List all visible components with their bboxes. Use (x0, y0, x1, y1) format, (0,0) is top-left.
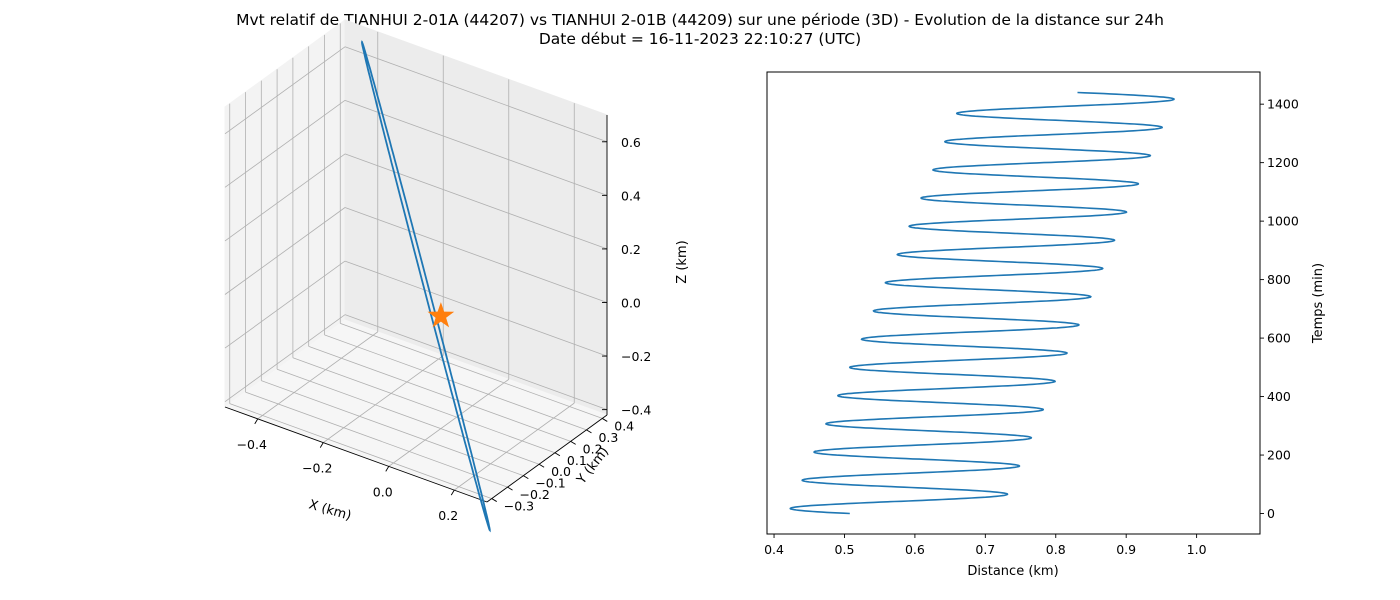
x-axis-label: Distance (km) (967, 564, 1058, 579)
grid-line-y (261, 380, 524, 477)
y-tick-label-3d: −0.1 (535, 476, 565, 491)
y-tick-label: 800 (1267, 272, 1291, 287)
grid-line-y (340, 323, 603, 419)
y-tick-mark-3d (602, 418, 608, 422)
axes-3d-ticks: −0.4−0.20.00.2−0.3−0.2−0.10.00.10.20.30.… (224, 115, 651, 523)
y-tick-mark-3d (586, 429, 592, 434)
grid-line-z (344, 314, 608, 411)
grid-line-z (224, 207, 346, 295)
figure-subtitle: Date début = 16-11-2023 22:10:27 (UTC) (539, 30, 861, 48)
grid-line-y (292, 357, 556, 454)
x-tick-label: 0.7 (975, 542, 995, 557)
x-tick-label: 0.4 (764, 542, 784, 557)
grid-line-z (224, 260, 346, 349)
y-tick-mark-3d (491, 498, 497, 502)
y-tick-label-3d: 0.3 (598, 430, 618, 445)
axes-3d-gridlines (224, 23, 608, 499)
y-tick-label: 1000 (1267, 214, 1299, 229)
x-tick-label: 0.9 (1116, 542, 1136, 557)
grid-line-y (324, 334, 587, 431)
x-tick-label-3d: 0.0 (373, 484, 393, 499)
grid-line-z (344, 46, 608, 143)
y-tick-label: 0 (1267, 506, 1275, 521)
y-tick-mark-3d (523, 475, 529, 480)
z-tick-label-3d: −0.2 (621, 349, 651, 364)
x-tick-label: 1.0 (1187, 542, 1207, 557)
figure-title: Mvt relatif de TIANHUI 2-01A (44207) vs … (236, 11, 1164, 29)
axes-3d-panes (223, 19, 609, 503)
x-tick-label-3d: −0.2 (302, 461, 332, 476)
z-tick-label-3d: 0.4 (621, 188, 641, 203)
y-axis-line-3d (486, 414, 608, 503)
grid-line-z (344, 207, 608, 303)
grid-line-z (344, 153, 608, 250)
origin-star-marker (427, 302, 455, 328)
x-tick-label: 0.6 (905, 542, 925, 557)
x-tick-mark-3d (385, 466, 390, 472)
grid-line-z (344, 260, 608, 357)
x-tick-label: 0.5 (835, 542, 855, 557)
x-tick-label-3d: 0.2 (438, 508, 458, 523)
z-tick-label-3d: 0.2 (621, 242, 641, 257)
grid-line-z (224, 46, 346, 135)
z-tick-label-3d: 0.6 (621, 135, 641, 150)
y-tick-mark-3d (507, 486, 513, 491)
grid-line-y (245, 391, 508, 488)
y-ticks-right: 0 200 400 600 800 1000 1200 1400 (1260, 97, 1299, 521)
x-axis-label-3d: X (km) (307, 497, 353, 523)
plot-frame (766, 71, 1261, 535)
x-tick-mark-3d (450, 489, 455, 496)
y-tick-label: 1400 (1267, 97, 1299, 112)
z-axis-label-3d: Z (km) (675, 240, 690, 283)
series-line-distance (789, 91, 1175, 515)
grid-line-z (344, 99, 608, 196)
y-tick-label-3d: 0.4 (614, 418, 634, 433)
y-tick-label-3d: 0.1 (567, 453, 587, 468)
axes-2d: 0.4 0.5 0.6 0.7 0.8 0.9 1.0 0 200 400 600 800 1000 1… (764, 71, 1326, 579)
z-tick-label-3d: −0.4 (621, 403, 651, 418)
y-tick-mark-3d (538, 463, 545, 468)
series-line-3d (360, 40, 491, 533)
y-tick-label: 1200 (1267, 155, 1299, 170)
x-tick-mark-3d (319, 442, 324, 448)
y-tick-label-3d: −0.3 (504, 499, 534, 514)
grid-line-y (276, 368, 540, 465)
grid-line-y (308, 345, 571, 442)
y-tick-mark-3d (570, 440, 576, 445)
x-tick-mark-3d (254, 418, 259, 425)
z-tick-label-3d: 0.0 (621, 296, 641, 311)
grid-line-x (257, 331, 378, 420)
y-tick-label: 600 (1267, 331, 1291, 346)
grid-line-x (323, 355, 444, 443)
x-tick-label-3d: −0.4 (237, 437, 267, 452)
x-tick-label: 0.8 (1046, 542, 1066, 557)
axes-3d: −0.4−0.20.00.2−0.3−0.2−0.10.00.10.20.30.… (223, 19, 690, 533)
y-tick-label: 200 (1267, 448, 1291, 463)
y-tick-mark-3d (554, 452, 561, 457)
y-tick-label-3d: −0.2 (520, 487, 550, 502)
y-tick-label-3d: 0.2 (583, 441, 603, 456)
y-tick-label: 400 (1267, 389, 1291, 404)
y-tick-label-3d: 0.0 (551, 464, 571, 479)
x-ticks: 0.4 0.5 0.6 0.7 0.8 0.9 1.0 (764, 534, 1207, 557)
grid-line-z (224, 314, 346, 402)
grid-line-z (224, 153, 346, 242)
grid-line-y (229, 403, 492, 499)
grid-line-z (224, 100, 346, 188)
x-axis-line-3d (224, 406, 488, 503)
y-axis-label: Temps (min) (1311, 263, 1326, 344)
grid-line-x (388, 379, 509, 467)
